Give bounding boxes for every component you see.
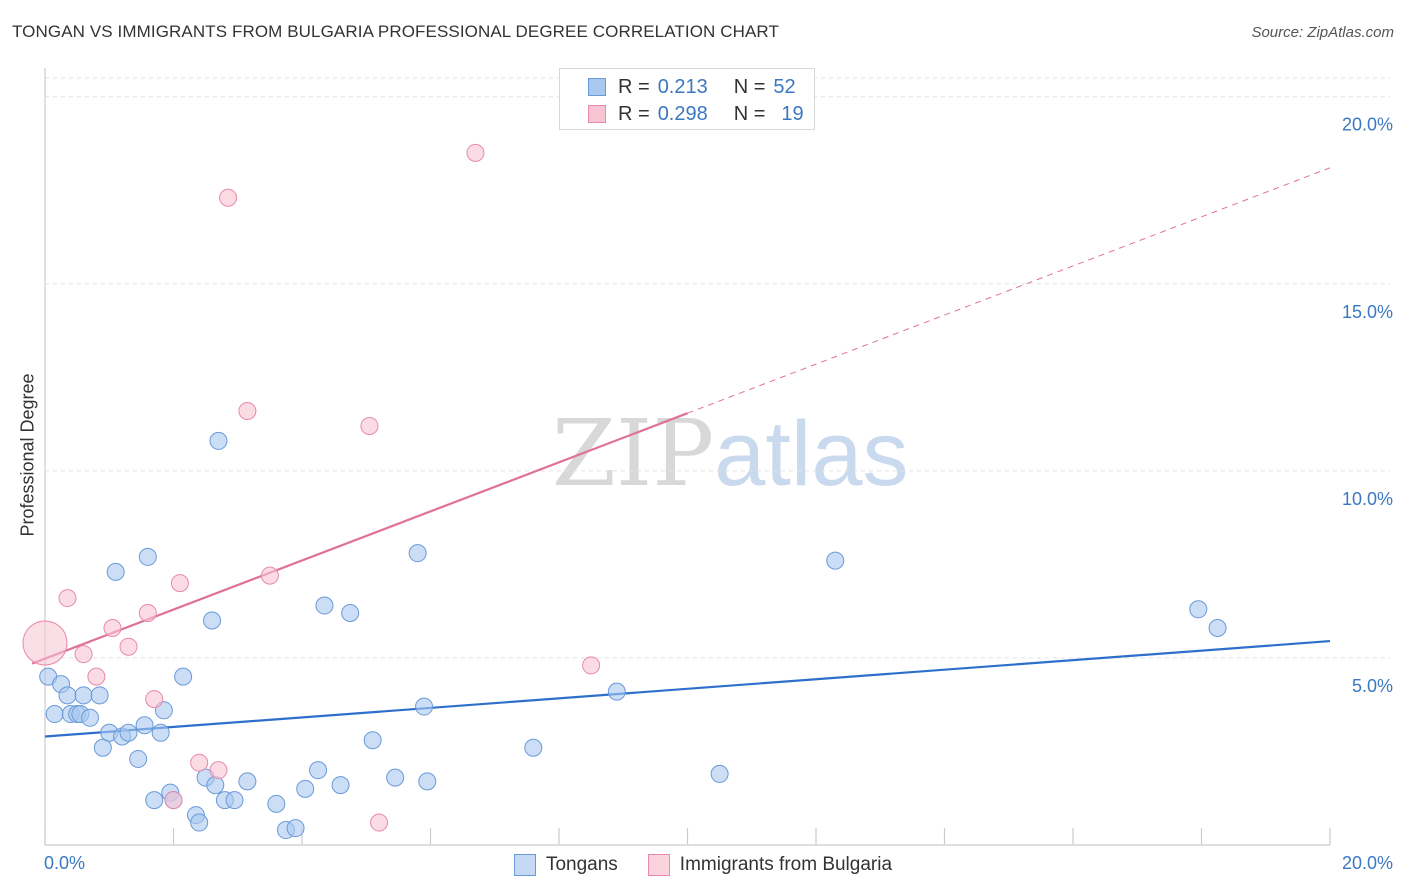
tongans-point: [225, 791, 244, 810]
bulgaria-point: [145, 690, 164, 709]
stats-legend: R = 0.213 N = 52 R = 0.298 N = 19: [559, 68, 815, 130]
y-tick-label: 15.0%: [1342, 302, 1393, 322]
trend-line: [31, 412, 688, 665]
legend-n-label: N =: [733, 75, 766, 98]
y-tick-label: 5.0%: [1352, 676, 1393, 696]
bulgaria-point: [87, 667, 106, 686]
legend-r-label: R =: [618, 102, 650, 125]
tongans-point: [341, 604, 360, 623]
bulgaria-point: [582, 656, 601, 675]
tongans-point: [209, 431, 228, 450]
tongans-point: [296, 779, 315, 798]
tongans-point: [386, 768, 405, 787]
tongans-point: [524, 738, 543, 757]
tongans-point: [267, 794, 286, 813]
tongans-point: [1208, 618, 1227, 637]
bulgaria-point: [190, 753, 209, 772]
bulgaria-point: [170, 574, 189, 593]
tongans-point: [58, 686, 77, 705]
tongans-point: [135, 716, 154, 735]
tongans-point: [826, 551, 845, 570]
bulgaria-point: [360, 416, 379, 435]
x-tick-label: 0.0%: [44, 853, 85, 873]
legend-r-value: 0.213: [657, 75, 708, 98]
tongans-point: [415, 697, 434, 716]
legend-swatch-tongans: [513, 854, 536, 876]
legend-row-tongans: R = 0.213 N = 52: [588, 75, 796, 99]
legend-swatch-bulgaria: [647, 854, 670, 876]
tongans-point: [331, 776, 350, 795]
legend-swatch-tongans: [588, 78, 606, 96]
watermark: ZIPatlas: [552, 400, 909, 507]
legend-item-bulgaria: Immigrants from Bulgaria: [647, 852, 893, 878]
legend-label-tongans: Tongans: [545, 854, 618, 875]
bulgaria-point: [119, 637, 138, 656]
bulgaria-point: [138, 604, 157, 623]
bulgaria-point: [103, 618, 122, 637]
x-tick-label: 20.0%: [1342, 853, 1393, 873]
tongans-point: [286, 819, 305, 838]
y-tick-label: 10.0%: [1342, 489, 1393, 509]
bulgaria-point: [238, 401, 257, 420]
tongans-point: [119, 723, 138, 742]
legend-n-label: N =: [733, 102, 766, 125]
tongans-point: [363, 731, 382, 750]
bulgaria-point: [74, 645, 93, 664]
trend-line: [44, 639, 1331, 738]
tongans-point: [203, 611, 222, 630]
legend-r-value: 0.298: [657, 102, 708, 125]
tongans-point: [174, 667, 193, 686]
tongans-point: [90, 686, 109, 705]
tongans-point: [129, 749, 148, 768]
tongans-point: [106, 562, 125, 581]
bulgaria-point: [58, 589, 77, 608]
tongans-point: [145, 791, 164, 810]
source-label: Source: ZipAtlas.com: [1251, 24, 1394, 41]
tongans-point: [408, 544, 427, 563]
tongans-point: [190, 813, 209, 832]
bulgaria-point: [466, 143, 485, 162]
bulgaria-point: [370, 813, 389, 832]
bulgaria-point: [219, 188, 238, 207]
y-tick-label: 20.0%: [1342, 115, 1393, 135]
tongans-point: [93, 738, 112, 757]
legend-r-label: R =: [618, 75, 650, 98]
bulgaria-point: [22, 620, 68, 666]
tongans-point: [74, 686, 93, 705]
tongans-point: [315, 596, 334, 615]
tongans-point: [1189, 600, 1208, 619]
tongans-point: [138, 547, 157, 566]
tongans-point: [418, 772, 437, 791]
bulgaria-point: [209, 761, 228, 780]
watermark-atlas: atlas: [714, 403, 909, 505]
legend-label-bulgaria: Immigrants from Bulgaria: [679, 854, 893, 875]
tongans-point: [710, 764, 729, 783]
legend-row-bulgaria: R = 0.298 N = 19: [588, 102, 804, 126]
tongans-point: [607, 682, 626, 701]
legend-swatch-bulgaria: [588, 105, 606, 123]
y-axis-label: Professional Degree: [17, 373, 38, 537]
tongans-point: [45, 705, 64, 724]
series-legend: Tongans Immigrants from Bulgaria: [0, 852, 1406, 878]
tongans-point: [206, 776, 225, 795]
legend-n-value: 52: [773, 75, 796, 98]
tongans-point: [309, 761, 328, 780]
tongans-point: [238, 772, 257, 791]
legend-n-value: 19: [781, 102, 804, 125]
trend-line-extension: [687, 167, 1331, 414]
bulgaria-point: [164, 791, 183, 810]
bulgaria-point: [260, 566, 279, 585]
legend-item-tongans: Tongans: [513, 852, 618, 878]
chart-title: TONGAN VS IMMIGRANTS FROM BULGARIA PROFE…: [12, 22, 779, 41]
tongans-point: [80, 708, 99, 727]
tongans-point: [151, 723, 170, 742]
